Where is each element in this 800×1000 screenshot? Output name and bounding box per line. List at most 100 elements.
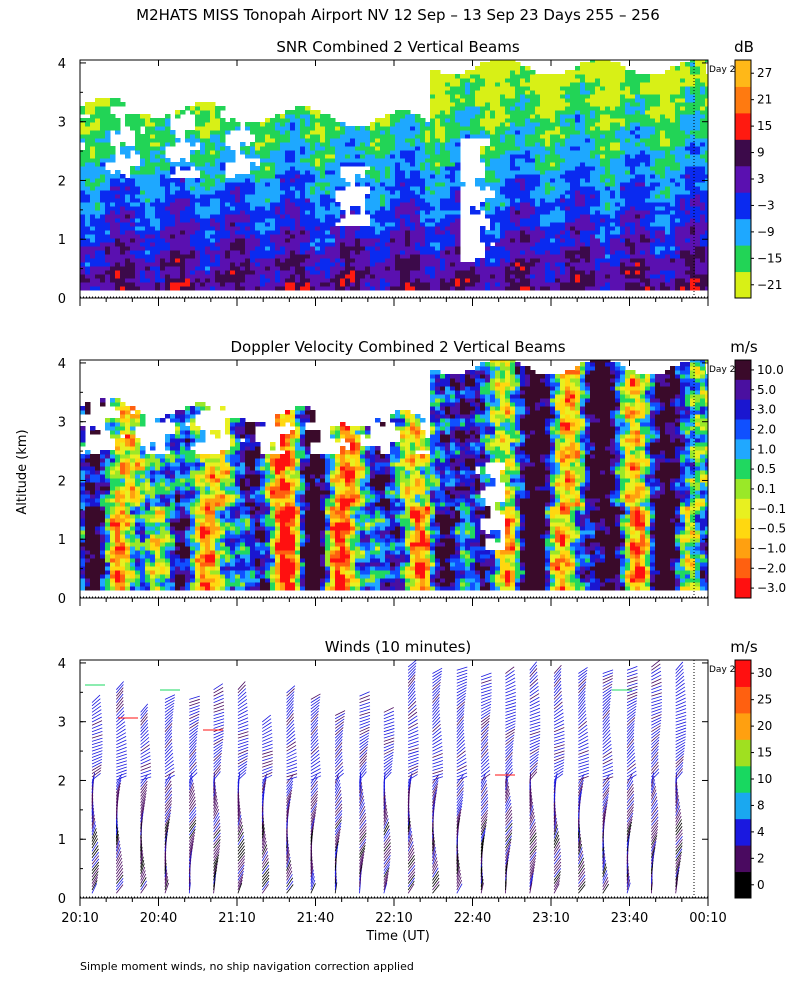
heatmap-cell [330,238,336,243]
heatmap-cell [305,226,311,231]
heatmap-cell [315,206,321,211]
heatmap-cell [100,246,106,251]
heatmap-cell [255,146,261,151]
heatmap-cell [525,166,531,171]
heatmap-cell [620,78,626,83]
heatmap-cell [210,274,216,279]
heatmap-cell [330,150,336,155]
heatmap-cell [620,242,626,247]
heatmap-cell [535,118,541,123]
heatmap-cell [510,202,516,207]
heatmap-cell [240,222,246,227]
heatmap-cell [125,234,131,239]
heatmap-cell [370,150,376,155]
heatmap-cell [545,210,551,215]
heatmap-cell [245,198,251,203]
heatmap-cell [335,214,341,219]
heatmap-cell [330,162,336,167]
heatmap-cell [380,118,386,123]
heatmap-cell [415,138,421,143]
heatmap-cell [105,222,111,227]
heatmap-cell [360,274,366,279]
heatmap-cell [135,270,141,275]
heatmap-cell [380,254,386,259]
heatmap-cell [280,158,286,163]
heatmap-cell [200,258,206,263]
heatmap-cell [585,218,591,223]
heatmap-cell [435,82,441,87]
heatmap-cell [580,178,586,183]
heatmap-cell [505,66,511,71]
heatmap-cell [560,210,566,215]
heatmap-cell [85,130,91,135]
heatmap-cell [480,266,486,271]
heatmap-cell [505,114,511,119]
heatmap-cell [80,278,86,283]
heatmap-cell [495,258,501,263]
heatmap-cell [610,158,616,163]
heatmap-cell [505,60,511,63]
heatmap-cell [435,210,441,215]
heatmap-cell [495,254,501,259]
heatmap-cell [130,250,136,255]
heatmap-cell [180,266,186,271]
heatmap-cell [340,122,346,127]
heatmap-cell [535,206,541,211]
heatmap-cell [490,86,496,91]
heatmap-cell [320,238,326,243]
heatmap-cell [160,246,166,251]
heatmap-cell [495,162,501,167]
heatmap-cell [590,202,596,207]
heatmap-cell [220,122,226,127]
heatmap-cell [290,250,296,255]
heatmap-cell [500,230,506,235]
heatmap-cell [130,262,136,267]
heatmap-cell [285,174,291,179]
heatmap-cell [580,218,586,223]
heatmap-cell [405,186,411,191]
heatmap-cell [600,278,606,283]
heatmap-cell [320,190,326,195]
heatmap-cell [435,134,441,139]
heatmap-cell [415,182,421,187]
heatmap-cell [550,250,556,255]
heatmap-cell [600,114,606,119]
heatmap-cell [295,286,301,291]
heatmap-cell [505,126,511,131]
heatmap-cell [625,74,631,79]
heatmap-cell [235,126,241,131]
heatmap-cell [625,166,631,171]
heatmap-cell [540,278,546,283]
heatmap-cell [360,182,366,187]
heatmap-cell [425,246,431,251]
heatmap-cell [375,122,381,127]
heatmap-cell [560,126,566,131]
heatmap-cell [135,186,141,191]
heatmap-cell [580,158,586,163]
heatmap-cell [410,170,416,175]
heatmap-cell [320,138,326,143]
heatmap-cell [140,190,146,195]
heatmap-cell [360,250,366,255]
heatmap-cell [165,234,171,239]
heatmap-cell [200,174,206,179]
heatmap-cell [455,202,461,207]
heatmap-cell [615,98,621,103]
heatmap-cell [535,226,541,231]
heatmap-cell [375,234,381,239]
heatmap-cell [540,270,546,275]
heatmap-cell [240,174,246,179]
heatmap-cell [340,266,346,271]
heatmap-cell [235,218,241,223]
heatmap-cell [410,122,416,127]
heatmap-cell [165,286,171,291]
heatmap-cell [565,146,571,151]
heatmap-cell [95,258,101,263]
heatmap-cell [370,158,376,163]
heatmap-cell [120,278,126,283]
heatmap-cell [320,186,326,191]
heatmap-cell [460,130,466,135]
heatmap-cell [525,170,531,175]
heatmap-cell [580,70,586,75]
heatmap-cell [170,246,176,251]
